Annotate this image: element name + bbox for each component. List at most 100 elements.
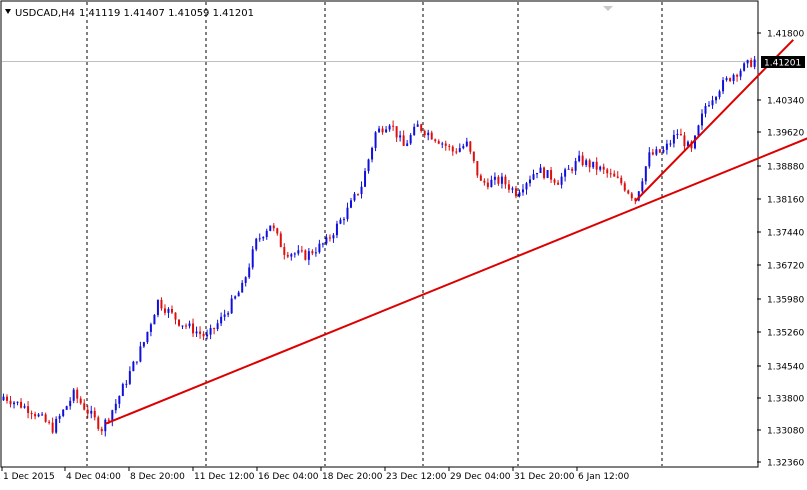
candle-body	[381, 128, 384, 133]
candle-body	[504, 176, 507, 185]
candle-body	[174, 312, 177, 320]
candle-body	[199, 331, 202, 334]
candles	[2, 55, 756, 437]
candle-body	[237, 292, 240, 297]
candle-body	[620, 177, 623, 184]
candle-body	[441, 143, 444, 145]
candle-body	[507, 184, 510, 190]
candle-body	[62, 409, 65, 416]
candle-body	[178, 319, 180, 326]
price-tick-label: 1.39620	[767, 129, 804, 139]
candle-body	[209, 328, 212, 335]
candle-body	[163, 308, 166, 313]
candle-body	[518, 192, 521, 197]
time-tick-label: 23 Dec 12:00	[386, 472, 447, 482]
time-tick-label: 8 Dec 20:00	[130, 472, 185, 482]
candle-body	[385, 129, 388, 133]
candle-body	[458, 148, 461, 152]
candle-body	[448, 145, 451, 147]
candle-body	[648, 152, 651, 167]
candle-body	[704, 105, 707, 114]
candle-body	[153, 314, 156, 325]
candle-body	[676, 134, 679, 136]
candle-body	[514, 188, 517, 197]
candle-body	[20, 401, 23, 408]
dropdown-triangle-icon[interactable]	[5, 9, 11, 14]
candle-body	[606, 169, 609, 174]
time-axis: 1 Dec 2015 4 Dec 04:00 8 Dec 20:00 11 Dec 1…	[1, 467, 630, 482]
candle-body	[311, 251, 314, 254]
candle-body	[627, 190, 630, 194]
candle-body	[406, 143, 409, 146]
candle-body	[185, 325, 188, 327]
candle-body	[630, 193, 633, 199]
candle-body	[65, 406, 68, 410]
price-tick-label: 1.32360	[767, 459, 804, 469]
candle-body	[725, 78, 728, 81]
candle-body	[588, 160, 591, 168]
candle-body	[339, 219, 342, 224]
candle-body	[388, 125, 391, 130]
candle-body	[543, 167, 546, 178]
candle-body	[16, 401, 19, 403]
candle-body	[297, 250, 300, 254]
candle-body	[48, 421, 51, 423]
candle-body	[44, 414, 47, 422]
candle-body	[465, 141, 468, 147]
candle-body	[616, 176, 619, 178]
candle-body	[595, 161, 598, 170]
price-tick-label: 1.40340	[767, 97, 804, 107]
candle-body	[230, 298, 233, 314]
candle-body	[51, 422, 54, 433]
shift-marker-icon[interactable]	[603, 6, 613, 11]
candle-body	[697, 125, 700, 136]
price-tick-label: 1.37440	[767, 229, 804, 239]
candle-body	[195, 331, 198, 334]
candle-body	[86, 409, 89, 414]
price-tick-label: 1.33800	[767, 395, 804, 405]
trendline	[104, 137, 807, 425]
candle-body	[581, 155, 584, 166]
candle-body	[686, 141, 689, 147]
candle-body	[83, 403, 86, 410]
candle-body	[599, 166, 602, 170]
candle-body	[79, 398, 82, 404]
candle-body	[325, 237, 328, 244]
candle-body	[132, 361, 135, 372]
candle-body	[241, 282, 244, 293]
candle-body	[234, 296, 237, 299]
candle-body	[511, 188, 514, 190]
candle-body	[262, 237, 265, 239]
candle-body	[564, 169, 567, 177]
candle-body	[700, 113, 703, 126]
candle-body	[739, 70, 742, 77]
candle-body	[479, 175, 482, 181]
candle-body	[708, 105, 711, 107]
candle-body	[420, 124, 423, 131]
candle-body	[146, 331, 149, 343]
candle-body	[265, 230, 268, 238]
candle-body	[360, 186, 363, 195]
price-tick-label: 1.38880	[767, 163, 804, 173]
candle-body	[202, 333, 205, 337]
candle-body	[521, 189, 524, 193]
candle-body	[437, 141, 440, 144]
price-tick-label: 1.38160	[767, 196, 804, 206]
candle-body	[244, 277, 247, 283]
candle-body	[364, 171, 367, 187]
candle-body	[357, 193, 360, 195]
candle-body	[167, 308, 170, 313]
candle-body	[269, 225, 272, 231]
candle-body	[395, 126, 398, 138]
candle-body	[346, 207, 349, 220]
candle-body	[736, 74, 739, 77]
candle-body	[693, 135, 696, 149]
candle-body	[750, 60, 753, 67]
candle-body	[293, 253, 296, 255]
candle-body	[13, 402, 16, 405]
candle-body	[307, 251, 310, 260]
candle-body	[746, 60, 749, 64]
candle-body	[72, 389, 75, 401]
candle-body	[602, 166, 605, 170]
candle-body	[613, 173, 616, 177]
